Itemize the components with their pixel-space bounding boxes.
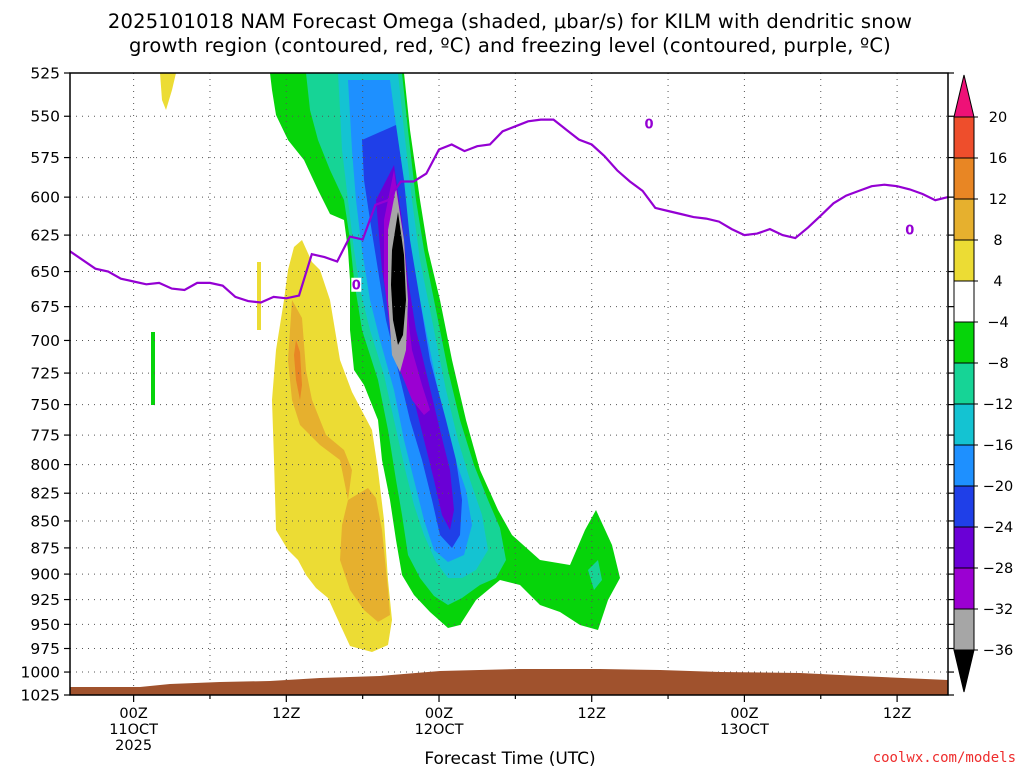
y-tick-label: 525: [30, 65, 60, 83]
colorbar-swatch: [953, 362, 975, 405]
y-tick-label: 675: [30, 298, 60, 316]
colorbar-label: 20: [989, 110, 1007, 126]
freezing-level-line: [69, 118, 949, 304]
colorbar-lower-extension: [953, 649, 975, 693]
colorbar-label: 12: [989, 192, 1007, 208]
colorbar-swatch: [953, 444, 975, 487]
y-tick-label: 825: [30, 485, 60, 503]
freezing-level-label: 0: [905, 224, 914, 239]
grid: [70, 73, 948, 695]
colorbar-swatch: [953, 321, 975, 364]
colorbar-label: −24: [983, 520, 1014, 536]
y-tick-label: 850: [30, 512, 60, 530]
y-tick-label: 950: [30, 616, 60, 634]
colorbar-swatch: [953, 280, 975, 323]
freezing-level-label-bg: [351, 277, 362, 292]
x-tick-label: 12OCT: [415, 722, 464, 738]
colorbar-label: −28: [983, 561, 1014, 577]
colorbar-label: −16: [983, 438, 1014, 454]
colorbar-swatch: [953, 526, 975, 569]
x-axis-label: Forecast Time (UTC): [424, 749, 595, 768]
y-tick-label: 575: [30, 149, 60, 167]
colorbar-label: −36: [983, 643, 1014, 659]
x-tick-label: 2025: [115, 738, 152, 754]
y-tick-label: 550: [30, 108, 60, 126]
y-tick-label: 1000: [21, 664, 60, 682]
colorbar-swatch: [953, 567, 975, 610]
y-tick-label: 775: [30, 427, 60, 445]
colorbar-upper-extension: [953, 74, 975, 118]
x-tick-label: 12Z: [883, 706, 911, 722]
omega-region-orange-left: [288, 300, 352, 500]
chart-title-line-2: growth region (contoured, red, ºC) and f…: [129, 34, 891, 57]
colorbar-swatch: [953, 198, 975, 241]
y-tick-label: 700: [30, 332, 60, 350]
freezing-level-label-bg: [904, 222, 915, 237]
freezing-level-label: 0: [352, 279, 361, 294]
x-tick-label: 00Z: [119, 706, 147, 722]
plot-area: 0 0 0 525 550 575 600 625 650 675 700 725 750 775 800…: [21, 65, 954, 754]
colorbar: −36 −32 −28 −24 −20 −16 −12 −8 −4 4 8 12 16 20: [953, 74, 1014, 693]
colorbar-label: 8: [993, 233, 1002, 249]
omega-shading: [151, 73, 620, 652]
omega-region-yellow-small: [257, 262, 261, 330]
y-axis-ticks: 525 550 575 600 625 650 675 700 725 750 775 800 825 8…: [21, 65, 954, 705]
colorbar-swatch: [953, 239, 975, 282]
freezing-level-label: 0: [644, 118, 653, 133]
y-tick-label: 1025: [21, 687, 60, 705]
ground-surface: [70, 669, 948, 695]
y-tick-label: 975: [30, 640, 60, 658]
colorbar-label: −4: [987, 315, 1008, 331]
colorbar-label: −20: [983, 479, 1014, 495]
y-tick-label: 925: [30, 591, 60, 609]
x-tick-label: 11OCT: [109, 722, 158, 738]
colorbar-swatch: [953, 608, 975, 651]
freezing-level-labels: 0 0 0: [351, 116, 915, 294]
x-tick-label: 00Z: [730, 706, 758, 722]
y-tick-label: 800: [30, 456, 60, 474]
omega-region-yellow-top: [160, 73, 176, 110]
y-tick-label: 875: [30, 539, 60, 557]
omega-region-green-small: [151, 332, 155, 405]
x-tick-label: 00Z: [425, 706, 453, 722]
y-tick-label: 750: [30, 396, 60, 414]
x-tick-label: 12Z: [578, 706, 606, 722]
colorbar-swatch: [953, 116, 975, 159]
colorbar-label: −12: [983, 397, 1014, 413]
colorbar-label: 16: [989, 151, 1007, 167]
plot-frame: [69, 72, 949, 696]
credit-link[interactable]: coolwx.com/models: [873, 750, 1016, 766]
omega-region-black: [391, 212, 406, 345]
x-tick-label: 13OCT: [720, 722, 769, 738]
omega-region-seagreen-small: [588, 560, 602, 590]
omega-region-orange-lower: [340, 488, 390, 622]
y-tick-label: 600: [30, 189, 60, 207]
freezing-level-label-bg: [643, 116, 654, 131]
colorbar-swatch: [953, 485, 975, 528]
colorbar-swatch: [953, 403, 975, 446]
colorbar-label: 4: [993, 274, 1002, 290]
colorbar-swatch: [953, 157, 975, 200]
omega-region-orange-core: [294, 340, 302, 400]
y-tick-label: 725: [30, 365, 60, 383]
y-tick-label: 625: [30, 227, 60, 245]
colorbar-label: −8: [987, 356, 1008, 372]
y-tick-label: 900: [30, 566, 60, 584]
x-tick-label: 12Z: [272, 706, 300, 722]
colorbar-label: −32: [983, 602, 1014, 618]
chart-title-line-1: 2025101018 NAM Forecast Omega (shaded, μ…: [108, 10, 912, 33]
y-tick-label: 650: [30, 263, 60, 281]
